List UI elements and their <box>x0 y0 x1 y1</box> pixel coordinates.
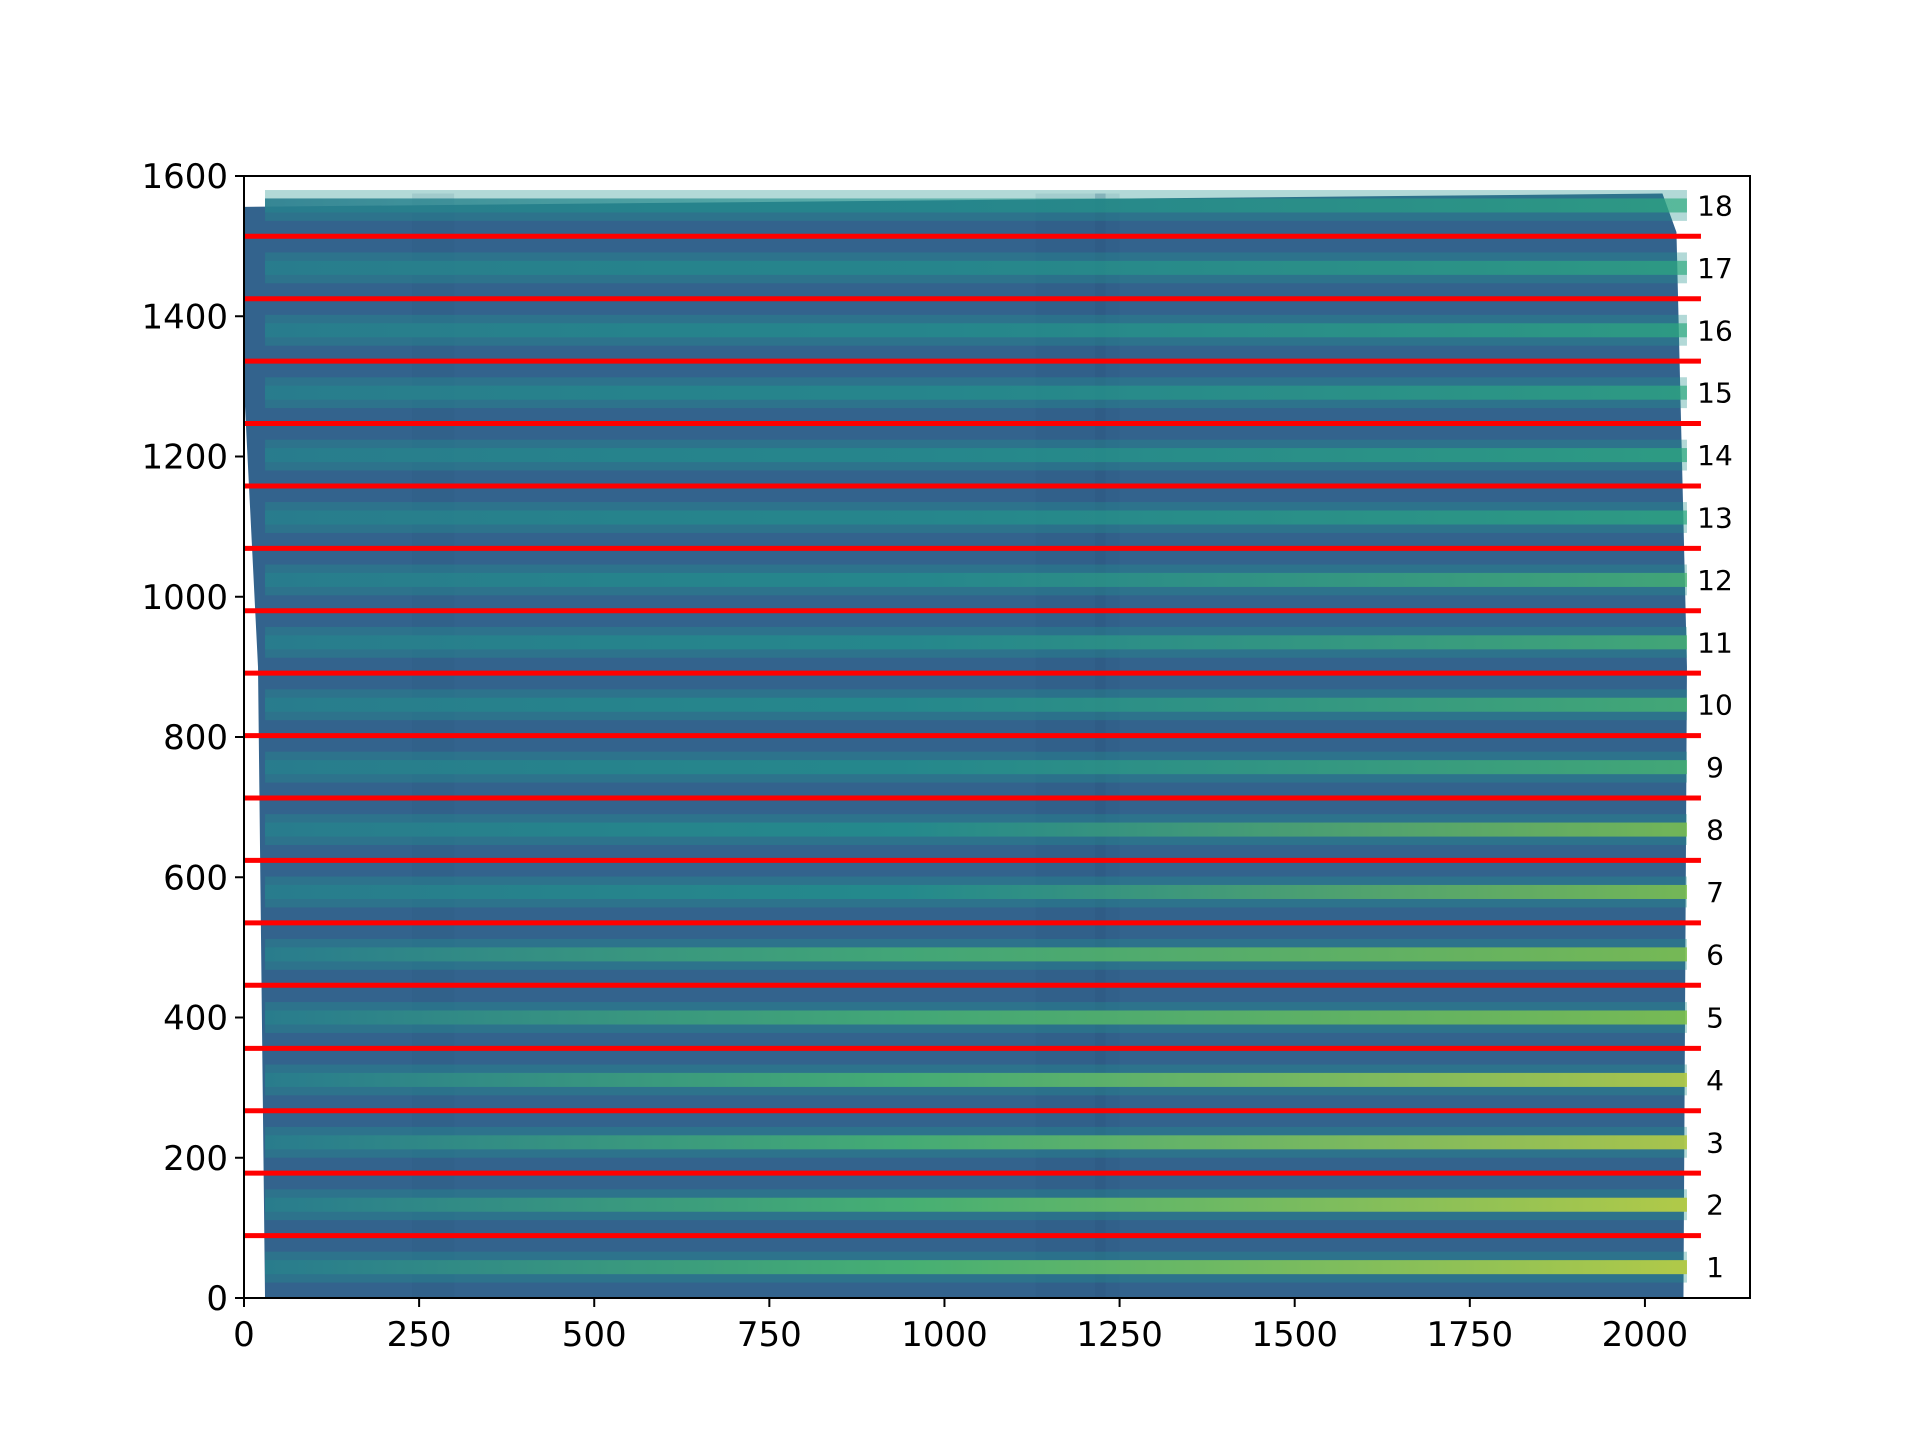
x-tick-label: 1750 <box>1427 1315 1514 1355</box>
spectral-order-band <box>265 884 1687 899</box>
order-label: 7 <box>1706 876 1724 909</box>
spectral-order-halo <box>265 1189 1687 1221</box>
spectral-order-halo <box>265 1064 1687 1096</box>
y-tick-label: 1400 <box>141 297 228 337</box>
spectral-order-band <box>265 947 1687 962</box>
x-tick-label: 1000 <box>901 1315 988 1355</box>
spectral-order-band <box>265 198 1687 213</box>
y-tick-label: 1600 <box>141 157 228 197</box>
order-label: 16 <box>1697 314 1733 347</box>
spectral-order-halo <box>265 689 1687 721</box>
x-tick-label: 500 <box>562 1315 627 1355</box>
spectral-order-halo <box>265 876 1687 908</box>
x-tick-label: 250 <box>387 1315 452 1355</box>
order-label: 4 <box>1706 1064 1724 1097</box>
order-label: 12 <box>1697 564 1733 597</box>
y-tick-label: 800 <box>163 718 228 758</box>
spectral-order-band <box>265 635 1687 650</box>
order-label: 18 <box>1697 189 1733 222</box>
spectral-order-band <box>265 697 1687 712</box>
spectral-order-band <box>265 1135 1687 1150</box>
spectral-order-halo <box>265 439 1687 471</box>
y-tick-label: 0 <box>206 1279 228 1319</box>
spectrum-image <box>244 190 1687 1298</box>
order-label: 13 <box>1697 502 1733 535</box>
spectral-order-band <box>265 323 1687 338</box>
order-label: 14 <box>1697 439 1733 472</box>
spectral-order-band <box>265 1197 1687 1212</box>
spectral-order-halo <box>265 1002 1687 1033</box>
spectral-order-band <box>265 760 1687 775</box>
spectral-order-halo <box>265 190 1687 221</box>
order-label: 1 <box>1706 1251 1724 1284</box>
column-feature <box>1035 193 1120 1298</box>
order-label: 15 <box>1697 377 1733 410</box>
spectral-order-band <box>265 448 1687 463</box>
spectral-order-halo <box>265 502 1687 533</box>
x-tick-label: 0 <box>233 1315 255 1355</box>
spectral-order-halo <box>265 814 1687 845</box>
spectral-order-band <box>265 1260 1687 1275</box>
spectral-order-band <box>265 572 1687 587</box>
order-label: 17 <box>1697 252 1733 285</box>
order-divider-lines <box>244 233 1701 1239</box>
y-tick-label: 400 <box>163 999 228 1039</box>
spectral-order-band <box>265 260 1687 275</box>
x-tick-label: 1500 <box>1251 1315 1338 1355</box>
spectral-order-band <box>265 510 1687 525</box>
spectral-order-band <box>265 385 1687 400</box>
column-feature <box>1095 193 1106 1298</box>
order-label: 9 <box>1706 751 1724 784</box>
column-feature <box>412 193 455 1298</box>
spectral-order-halo <box>265 1126 1687 1158</box>
spectral-order-halo <box>265 938 1687 970</box>
spectral-order-band <box>265 822 1687 837</box>
order-label: 11 <box>1697 626 1733 659</box>
x-tick-label: 1250 <box>1076 1315 1163 1355</box>
y-tick-label: 200 <box>163 1139 228 1179</box>
y-tick-label: 600 <box>163 858 228 898</box>
spectral-order-halo <box>265 751 1687 783</box>
spectral-order-halo <box>265 252 1687 284</box>
x-axis: 0 250 500 750 1000 1250 1500 1750 2000 <box>233 1298 1688 1355</box>
y-tick-label: 1000 <box>141 578 228 618</box>
y-axis: 0 200 400 600 800 1000 1200 1400 1600 <box>141 157 244 1319</box>
spectral-order-band <box>265 1072 1687 1087</box>
spectral-order-halo <box>265 314 1687 346</box>
spectral-order-halo <box>265 564 1687 596</box>
order-label: 6 <box>1706 938 1724 971</box>
order-label: 5 <box>1706 1002 1724 1035</box>
order-label: 2 <box>1706 1189 1724 1222</box>
spectral-order-halo <box>265 626 1687 658</box>
order-label: 3 <box>1706 1126 1724 1159</box>
order-label: 10 <box>1697 689 1733 722</box>
spectral-order-band <box>265 1010 1687 1025</box>
y-tick-label: 1200 <box>141 438 228 478</box>
x-tick-label: 2000 <box>1602 1315 1689 1355</box>
spectral-order-halo <box>265 1251 1687 1283</box>
spectral-order-halo <box>265 377 1687 409</box>
order-label: 8 <box>1706 814 1724 847</box>
x-tick-label: 750 <box>737 1315 802 1355</box>
